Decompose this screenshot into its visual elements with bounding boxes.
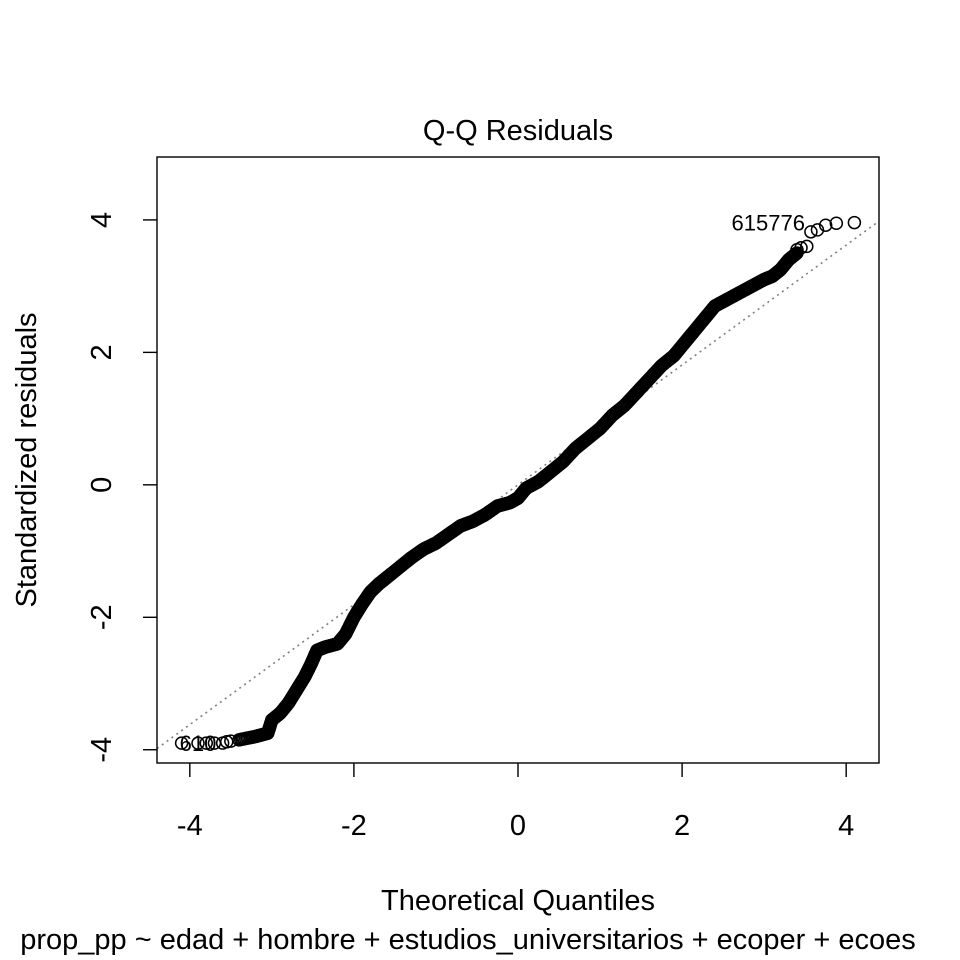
reference-line — [157, 220, 879, 750]
qq-point — [191, 736, 205, 750]
qq-point — [174, 736, 189, 750]
qq-point — [800, 239, 814, 254]
y-tick-label: -4 — [86, 737, 118, 763]
chart-title: Q-Q Residuals — [423, 115, 613, 147]
qq-point — [847, 215, 862, 230]
x-tick-label: -4 — [177, 810, 203, 842]
qq-point — [199, 736, 213, 750]
x-tick-label: 4 — [838, 810, 854, 842]
x-axis-label: Theoretical Quantiles — [381, 885, 655, 917]
qq-point — [818, 218, 833, 232]
y-tick-label: -2 — [86, 604, 118, 630]
x-tick-label: 0 — [510, 810, 526, 842]
point-label: 615776 — [732, 211, 805, 236]
qq-point — [224, 734, 238, 748]
point-label: 610 — [180, 731, 217, 756]
y-tick-label: 2 — [86, 344, 118, 360]
qq-point — [810, 223, 825, 237]
y-tick-label: 0 — [86, 477, 118, 493]
model-formula-subtitle: prop_pp ~ edad + hombre + estudios_unive… — [20, 924, 916, 956]
y-tick-label: 4 — [86, 212, 118, 228]
x-tick-label: 2 — [674, 810, 690, 842]
qq-point — [829, 216, 844, 230]
qq-point — [804, 225, 818, 239]
qq-point — [794, 240, 808, 255]
y-axis-label: Standardized residuals — [11, 312, 43, 607]
x-tick-label: -2 — [341, 810, 367, 842]
